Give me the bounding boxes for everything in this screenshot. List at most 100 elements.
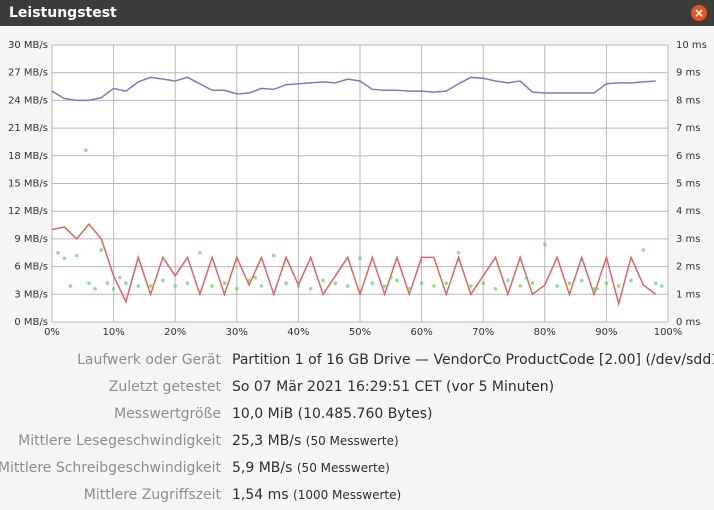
data-point bbox=[555, 284, 559, 288]
data-point bbox=[93, 286, 97, 291]
data-point bbox=[210, 284, 214, 288]
data-point bbox=[567, 281, 572, 286]
info-label: Mittlere Schreibgeschwindigkeit bbox=[0, 460, 221, 476]
data-point bbox=[469, 284, 473, 288]
data-point bbox=[296, 284, 301, 288]
data-point bbox=[629, 278, 633, 283]
data-point bbox=[222, 281, 227, 286]
info-note: (1000 Messwerte) bbox=[293, 488, 402, 502]
chart: 0 MB/s 3 MB/s 6 MB/s 9 MB/s 12 MB/s 15 MB/s 18… bbox=[8, 40, 707, 338]
y2-tick-label: 0 ms bbox=[676, 317, 701, 328]
info-row: Mittlere Zugriffszeit 1,54 ms (1000 Messw… bbox=[0, 482, 714, 509]
x-tick-label: 70% bbox=[472, 327, 494, 338]
info-value: 1,54 ms bbox=[232, 487, 289, 503]
data-point bbox=[543, 242, 547, 247]
info-label: Mittlere Zugriffszeit bbox=[83, 487, 221, 503]
data-point bbox=[173, 284, 177, 288]
info-label: Zuletzt getestet bbox=[108, 379, 221, 395]
info-row: Mittlere Lesegeschwindigkeit 25,3 MB/s (5… bbox=[0, 428, 714, 455]
info-value-group: 5,9 MB/s (50 Messwerte) bbox=[232, 455, 390, 482]
y2-tick-label: 3 ms bbox=[676, 234, 701, 245]
info-value-group: Partition 1 of 16 GB Drive — VendorCo Pr… bbox=[232, 347, 714, 374]
data-point bbox=[124, 281, 128, 286]
data-point bbox=[148, 284, 153, 288]
data-point bbox=[271, 253, 276, 258]
y-tick-label: 27 MB/s bbox=[8, 68, 48, 79]
x-tick-label: 50% bbox=[349, 327, 371, 338]
title-bar: Leistungstest × bbox=[0, 0, 714, 26]
data-point bbox=[506, 278, 510, 283]
x-tick-label: 20% bbox=[164, 327, 186, 338]
info-value-group: 25,3 MB/s (50 Messwerte) bbox=[232, 428, 399, 455]
data-point bbox=[370, 281, 375, 286]
info-value-group: 1,54 ms (1000 Messwerte) bbox=[232, 482, 401, 509]
data-point bbox=[62, 256, 67, 261]
info-value: 25,3 MB/s bbox=[232, 433, 302, 449]
y-tick-label: 18 MB/s bbox=[8, 151, 48, 162]
data-point bbox=[68, 284, 73, 288]
data-point bbox=[358, 256, 362, 261]
y2-tick-label: 9 ms bbox=[676, 68, 701, 79]
data-point bbox=[111, 286, 116, 291]
y2-tick-label: 2 ms bbox=[676, 262, 701, 273]
data-point bbox=[407, 286, 412, 291]
data-point bbox=[530, 281, 535, 286]
data-point bbox=[87, 281, 91, 286]
info-value-group: So 07 Mär 2021 16:29:51 CET (vor 5 Minut… bbox=[232, 374, 554, 401]
data-point bbox=[117, 275, 122, 280]
info-value: Partition 1 of 16 GB Drive — VendorCo Pr… bbox=[232, 352, 714, 368]
close-button[interactable]: × bbox=[691, 5, 707, 21]
data-point bbox=[653, 281, 658, 286]
window-title: Leistungstest bbox=[9, 5, 117, 21]
data-line bbox=[51, 222, 657, 307]
info-label: Mittlere Lesegeschwindigkeit bbox=[18, 433, 221, 449]
data-point bbox=[74, 253, 79, 258]
data-point bbox=[579, 278, 584, 283]
data-point bbox=[198, 250, 202, 255]
data-point bbox=[235, 286, 239, 291]
data-point bbox=[333, 281, 338, 286]
data-point bbox=[161, 278, 165, 283]
x-tick-label: 100% bbox=[654, 327, 683, 338]
data-point bbox=[481, 281, 486, 286]
y2-tick-label: 4 ms bbox=[676, 206, 701, 217]
data-point bbox=[493, 286, 498, 291]
y2-tick-label: 6 ms bbox=[676, 151, 701, 162]
info-row: Zuletzt getestet So 07 Mär 2021 16:29:51 … bbox=[0, 374, 714, 401]
data-point bbox=[185, 281, 190, 286]
data-point bbox=[56, 250, 60, 255]
data-point bbox=[247, 278, 251, 283]
data-point bbox=[284, 281, 288, 286]
info-row: Mittlere Schreibgeschwindigkeit 5,9 MB/s … bbox=[0, 455, 714, 482]
x-tick-label: 60% bbox=[410, 327, 432, 338]
data-point bbox=[345, 284, 350, 288]
data-point bbox=[308, 286, 313, 291]
data-point bbox=[595, 286, 599, 291]
x-tick-label: 40% bbox=[287, 327, 309, 338]
info-value: So 07 Mär 2021 16:29:51 CET (vor 5 Minut… bbox=[232, 379, 555, 395]
data-point bbox=[524, 275, 529, 280]
info-value: 5,9 MB/s bbox=[232, 460, 293, 476]
data-point bbox=[518, 284, 522, 288]
y-tick-label: 9 MB/s bbox=[14, 234, 48, 245]
data-point bbox=[604, 281, 609, 286]
y2-tick-label: 7 ms bbox=[676, 123, 701, 134]
data-point bbox=[456, 250, 461, 255]
info-value-group: 10,0 MiB (10.485.760 Bytes) bbox=[232, 401, 432, 428]
data-point bbox=[395, 278, 399, 283]
data-point bbox=[660, 284, 664, 288]
y2-tick-label: 8 ms bbox=[676, 95, 701, 106]
x-tick-label: 30% bbox=[226, 327, 248, 338]
y2-tick-label: 5 ms bbox=[676, 179, 701, 190]
data-point bbox=[84, 148, 88, 153]
info-note: (50 Messwerte) bbox=[296, 461, 390, 475]
data-point bbox=[99, 248, 104, 252]
y-tick-label: 6 MB/s bbox=[14, 262, 48, 273]
y-tick-label: 0 MB/s bbox=[14, 317, 48, 328]
info-value: 10,0 MiB (10.485.760 Bytes) bbox=[232, 406, 433, 422]
data-point bbox=[419, 281, 424, 286]
data-point bbox=[321, 278, 325, 283]
info-row: Messwertgröße 10,0 MiB (10.485.760 Bytes) bbox=[0, 401, 714, 428]
data-point bbox=[389, 275, 393, 280]
